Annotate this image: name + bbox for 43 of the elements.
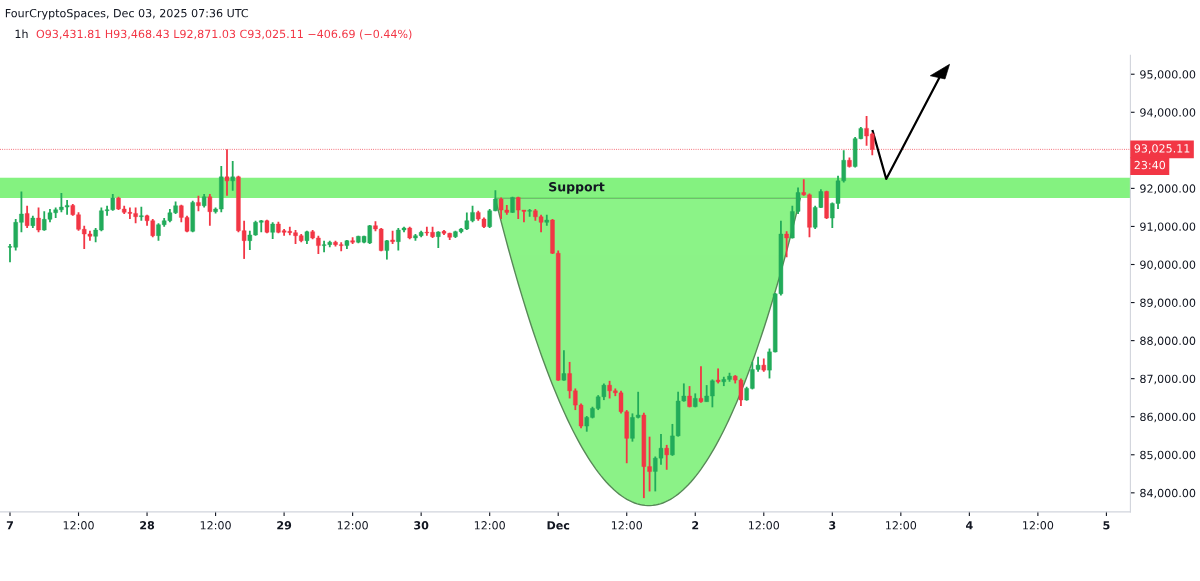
candlestick bbox=[24, 204, 30, 229]
candlestick bbox=[139, 205, 144, 222]
y-tick-label: 91,000.00 bbox=[1140, 222, 1196, 232]
x-tick-label: 12:00 bbox=[748, 521, 780, 530]
candlestick bbox=[561, 349, 567, 382]
candlestick bbox=[230, 160, 235, 192]
text: 23:40 bbox=[1134, 160, 1166, 170]
x-tick-label: 12:00 bbox=[886, 521, 917, 530]
x-tick-label: 12:00 bbox=[1023, 521, 1054, 530]
text: O93,431.81 H93,468.43 L92,871.03 C93,025.11 −406.69 (−0.44%) bbox=[36, 29, 412, 40]
candlestick bbox=[784, 230, 789, 259]
x-tick-label: 30 bbox=[414, 521, 429, 530]
y-tick-label: 84,000.00 bbox=[1140, 488, 1196, 499]
y-tick-label: 92,000.00 bbox=[1140, 184, 1196, 194]
x-tick-label: 28 bbox=[140, 521, 155, 530]
y-tick-label: 85,000.00 bbox=[1140, 450, 1196, 461]
candlestick bbox=[698, 365, 704, 404]
y-tick-label: 90,000.00 bbox=[1140, 260, 1196, 271]
y-tick-label: 87,000.00 bbox=[1140, 374, 1196, 385]
chart-title: 1h bbox=[15, 29, 28, 38]
x-tick-label: 12:00 bbox=[200, 521, 231, 530]
x-tick-label: 12:00 bbox=[63, 521, 94, 530]
x-tick-label: 4 bbox=[966, 521, 973, 530]
x-tick-label: 12:00 bbox=[474, 521, 505, 530]
band-label: Support bbox=[549, 181, 605, 194]
candlestick bbox=[664, 443, 669, 471]
x-tick-label: 12:00 bbox=[611, 521, 642, 530]
y-tick-label: 95,000.00 bbox=[1140, 70, 1196, 80]
y-tick-label: 89,000.00 bbox=[1140, 298, 1196, 309]
candlestick bbox=[36, 206, 41, 234]
x-tick-label: 29 bbox=[277, 521, 292, 530]
x-tick-label: 3 bbox=[829, 521, 836, 530]
x-tick-label: 2 bbox=[692, 521, 699, 530]
text: FourCryptoSpaces, Dec 03, 2025 07:36 UTC bbox=[5, 8, 249, 20]
y-tick-label: 94,000.00 bbox=[1140, 108, 1196, 118]
candlestick bbox=[207, 193, 213, 227]
ref-line-label: 93,025.11 bbox=[1134, 144, 1190, 154]
x-tick-label: 7 bbox=[6, 521, 13, 530]
x-tick-label: Dec bbox=[547, 521, 570, 530]
y-tick-label: 88,000.00 bbox=[1140, 336, 1196, 347]
x-tick-label: 5 bbox=[1103, 521, 1110, 530]
y-tick-label: 86,000.00 bbox=[1140, 412, 1196, 423]
x-tick-label: 12:00 bbox=[337, 521, 368, 530]
